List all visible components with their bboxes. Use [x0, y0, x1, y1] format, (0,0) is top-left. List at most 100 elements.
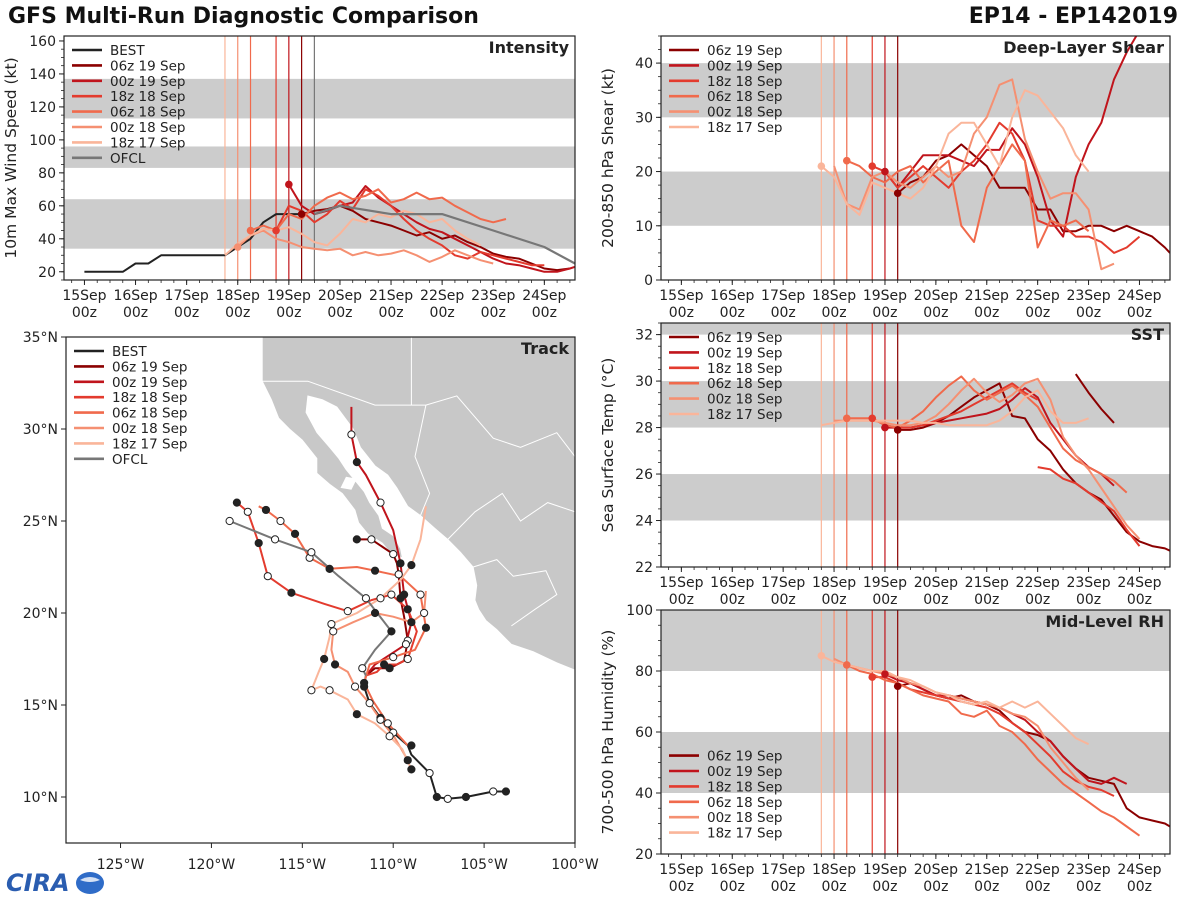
sst-panel-title: SST	[1131, 325, 1164, 344]
track-point	[254, 538, 263, 548]
x-tick-label: 24Sep	[1117, 288, 1161, 304]
sst-chart: 22242628303215Sep00z16Sep00z17Sep00z18Se…	[599, 322, 1171, 608]
legend-label-18z-17-sep: 18z 17 Sep	[112, 436, 187, 452]
series-line-06z-18-sep	[846, 375, 1128, 494]
x-tick-label: 19Sep	[267, 288, 311, 304]
init-marker-06z-19-sep	[297, 210, 306, 218]
shear-y-axis-label: 200-850 hPa Shear (kt)	[599, 68, 617, 248]
x-tick-label: 16Sep	[710, 862, 754, 878]
series-line-best	[84, 213, 302, 273]
lon-tick-label: 120°W	[188, 857, 236, 873]
track-point	[287, 588, 296, 597]
track-point	[290, 529, 300, 538]
track-point	[370, 608, 380, 618]
legend-label-06z-18-sep: 06z 18 Sep	[112, 406, 187, 422]
x-tick-sublabel: 00z	[669, 592, 694, 608]
x-tick-sublabel: 00z	[1127, 592, 1152, 608]
track-point	[407, 618, 416, 627]
init-marker-06z-19-sep	[893, 426, 902, 434]
track-point	[416, 590, 425, 599]
lon-tick-label: 110°W	[369, 857, 417, 873]
x-tick-label: 15Sep	[62, 288, 106, 304]
shade-band	[661, 63, 1170, 118]
legend-label-00z-18-sep: 00z 18 Sep	[707, 392, 782, 408]
x-tick-label: 24Sep	[1117, 862, 1161, 878]
x-tick-label: 17Sep	[761, 288, 805, 304]
state-border	[414, 404, 431, 516]
y-tick-label: 30	[635, 374, 653, 390]
legend-label-06z-19-sep: 06z 19 Sep	[707, 749, 782, 765]
intensity-plot-area	[64, 36, 575, 280]
storm-id-title: EP14 - EP142019	[968, 4, 1178, 29]
x-tick-sublabel: 00z	[669, 305, 694, 321]
series-line-06z-19-sep	[1074, 373, 1115, 424]
sea-inlet	[340, 476, 357, 490]
legend-label-06z-19-sep: 06z 19 Sep	[707, 330, 782, 346]
track-point	[376, 498, 385, 507]
track-point	[385, 664, 394, 673]
x-tick-sublabel: 00z	[72, 305, 97, 321]
x-tick-label: 24Sep	[1117, 575, 1161, 591]
intensity-y-axis-label: 10m Max Wind Speed (kt)	[2, 57, 20, 258]
x-tick-label: 21Sep	[965, 575, 1009, 591]
init-marker-18z-18-sep	[868, 162, 877, 170]
y-tick-label: 60	[38, 199, 56, 215]
track-point	[425, 768, 434, 778]
x-tick-sublabel: 00z	[669, 879, 694, 895]
x-tick-sublabel: 00z	[532, 305, 557, 321]
x-tick-sublabel: 00z	[1025, 879, 1050, 895]
map-frame	[65, 336, 576, 844]
x-tick-sublabel: 00z	[1127, 305, 1152, 321]
x-tick-label: 17Sep	[761, 575, 805, 591]
track-point	[489, 787, 498, 796]
y-tick-label: 28	[635, 421, 653, 437]
y-tick-label: 26	[635, 467, 653, 483]
x-tick-label: 23Sep	[471, 288, 515, 304]
x-tick-label: 23Sep	[1066, 862, 1110, 878]
x-tick-sublabel: 00z	[430, 305, 455, 321]
track-point	[365, 699, 374, 708]
track-point	[370, 566, 380, 575]
logo-text: CIRA	[6, 869, 70, 897]
x-tick-sublabel: 00z	[771, 879, 796, 895]
legend-label-18z-18-sep: 18z 18 Sep	[112, 390, 187, 406]
track-point	[387, 627, 396, 636]
y-tick-label: 22	[635, 560, 653, 576]
x-tick-label: 23Sep	[1066, 288, 1110, 304]
track-point	[320, 654, 329, 664]
init-marker-00z-19-sep	[881, 670, 889, 678]
track-point	[461, 792, 471, 802]
legend-label-18z-17-sep: 18z 17 Sep	[707, 120, 782, 136]
cira-logo: CIRA	[6, 869, 104, 897]
series-line-06z-19-sep	[301, 204, 571, 272]
y-tick-label: 60	[635, 725, 653, 741]
shear-panel-title: Deep-Layer Shear	[1003, 38, 1164, 57]
x-tick-label: 16Sep	[113, 288, 157, 304]
series-line-06z-18-sep	[846, 663, 1141, 837]
y-tick-label: 100	[626, 603, 653, 619]
track-point	[358, 664, 367, 673]
legend-label-00z-19-sep: 00z 19 Sep	[707, 345, 782, 361]
track-line-00z-18-sep	[330, 590, 427, 761]
x-tick-sublabel: 00z	[1127, 879, 1152, 895]
lat-tick-label: 25°N	[23, 514, 58, 530]
track-point	[352, 535, 361, 544]
x-tick-label: 21Sep	[369, 288, 413, 304]
lon-tick-label: 100°W	[551, 857, 599, 873]
series-line-00z-18-sep	[834, 377, 1141, 540]
x-tick-label: 22Sep	[420, 288, 464, 304]
series-line-06z-18-sep	[846, 143, 1090, 249]
init-marker-06z-18-sep	[842, 414, 851, 423]
legend-label-06z-18-sep: 06z 18 Sep	[110, 105, 185, 121]
x-tick-sublabel: 00z	[821, 305, 846, 321]
shade-band	[64, 146, 575, 168]
lon-tick-label: 105°W	[460, 857, 508, 873]
track-point	[380, 660, 389, 669]
track-point	[263, 572, 272, 581]
shade-band	[64, 199, 575, 249]
x-tick-sublabel: 00z	[1076, 305, 1101, 321]
y-tick-label: 40	[635, 786, 653, 802]
init-marker-18z-17-sep	[817, 162, 826, 170]
